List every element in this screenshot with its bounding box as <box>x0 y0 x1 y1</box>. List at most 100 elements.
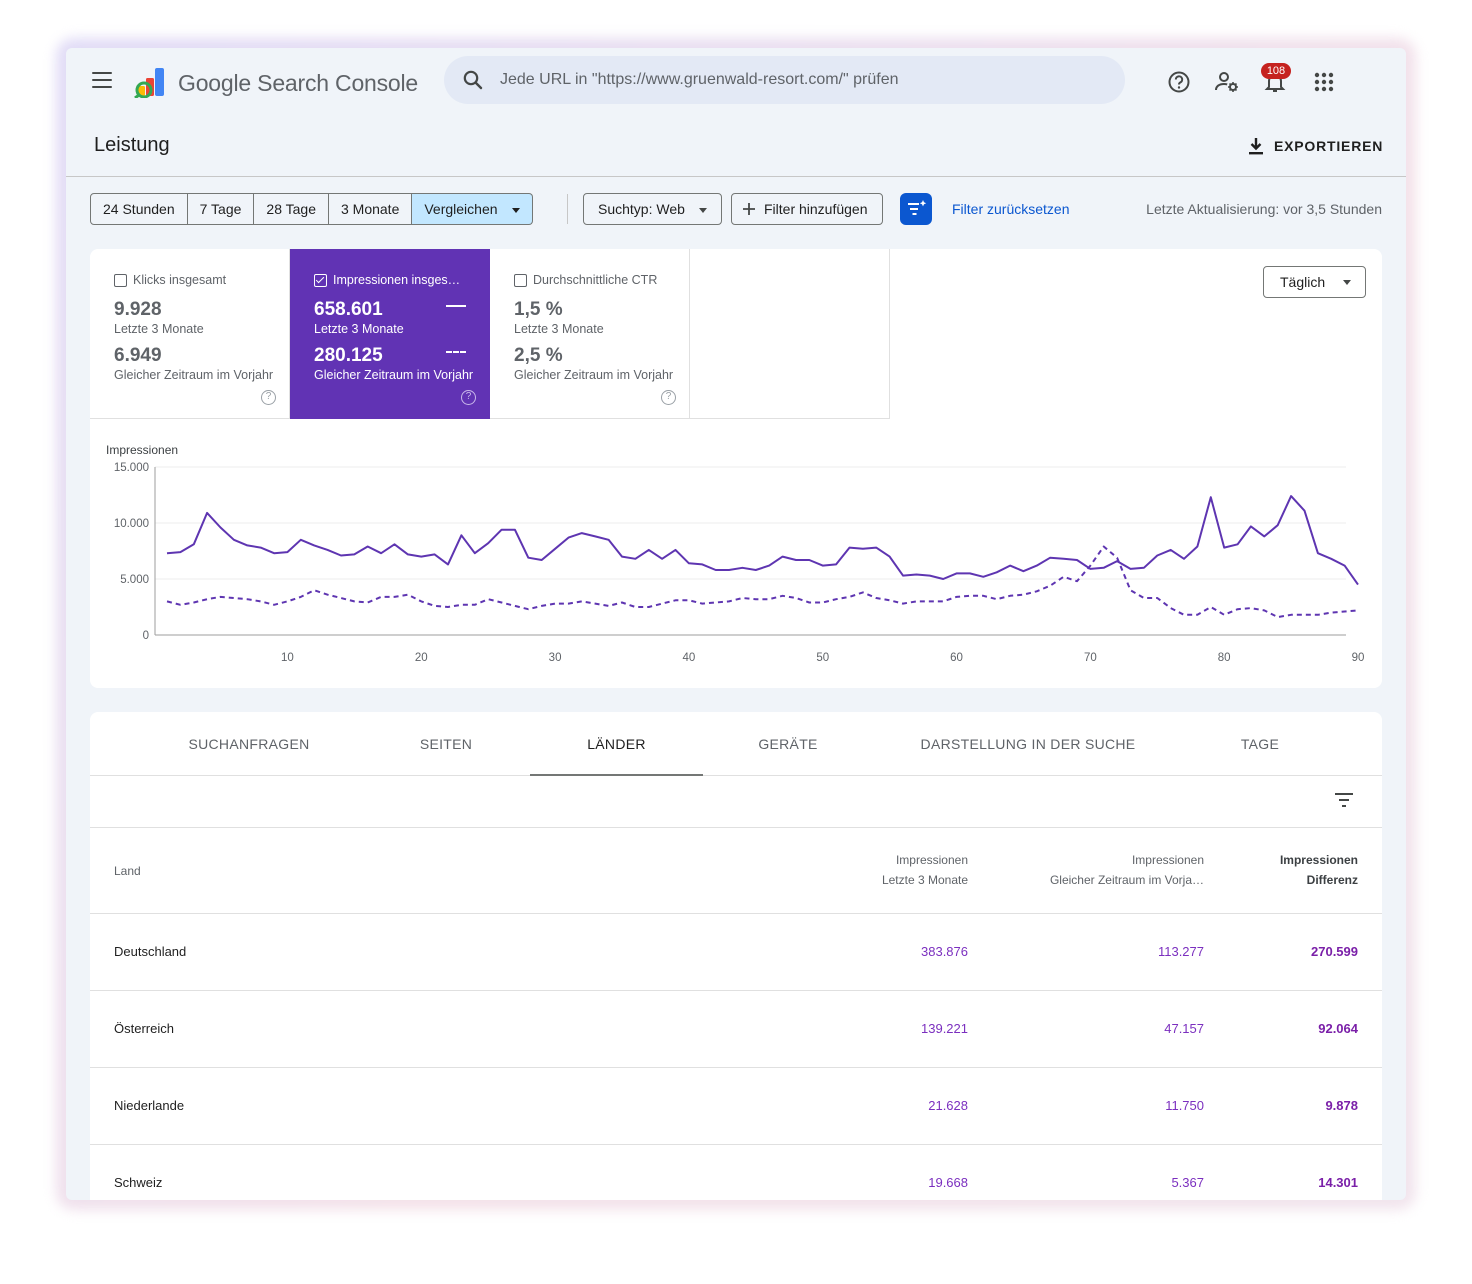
granularity-label: Täglich <box>1280 274 1326 290</box>
x-tick-label: 10 <box>281 652 294 664</box>
filter-rows-icon[interactable] <box>1334 792 1354 808</box>
compare-dropdown[interactable]: Vergleichen <box>412 193 533 225</box>
help-icon[interactable]: ? <box>261 390 276 405</box>
search-console-logo-icon <box>134 68 164 98</box>
difference-cell: 14.301 <box>1318 1175 1358 1190</box>
page-title: Leistung <box>94 134 170 156</box>
country-cell: Deutschland <box>114 944 187 959</box>
y-tick-label: 0 <box>143 630 149 642</box>
tab-laender[interactable]: LÄNDER <box>530 712 703 776</box>
help-icon[interactable] <box>1165 68 1193 96</box>
dashed-line-legend-icon <box>446 351 466 353</box>
filter-suggestions-button[interactable] <box>900 193 932 225</box>
difference-cell: 270.599 <box>1311 944 1358 959</box>
compare-label: Vergleichen <box>424 201 498 217</box>
difference-cell: 92.064 <box>1318 1021 1358 1036</box>
series-line-previous <box>166 545 1359 619</box>
metric-compare-period: Gleicher Zeitraum im Vorjahr <box>314 368 474 382</box>
filter-divider <box>567 194 568 224</box>
apps-icon[interactable] <box>1310 68 1338 96</box>
column-subtitle: Gleicher Zeitraum im Vorja… <box>1049 873 1204 887</box>
export-button[interactable]: EXPORTIEREN <box>1248 134 1383 158</box>
metric-label: Impressionen insges… <box>333 273 461 287</box>
date-range-selector: 24 Stunden 7 Tage 28 Tage 3 Monate Vergl… <box>90 193 533 225</box>
tab-darstellung[interactable]: DARSTELLUNG IN DER SUCHE <box>920 736 1136 752</box>
country-cell: Österreich <box>114 1021 174 1036</box>
metric-period: Letzte 3 Monate <box>314 322 404 336</box>
column-header-land[interactable]: Land <box>114 864 141 878</box>
metric-compare-period: Gleicher Zeitraum im Vorjahr <box>114 368 274 382</box>
checkbox-icon[interactable] <box>514 273 527 287</box>
column-title: Impressionen <box>1279 853 1358 867</box>
top-bar: Google Search Console 108 <box>66 48 1406 116</box>
table-row[interactable]: Schweiz 19.668 5.367 14.301 <box>90 1145 1382 1200</box>
metric-label: Durchschnittliche CTR <box>533 273 658 287</box>
caret-down-icon <box>1343 280 1351 285</box>
column-title: Impressionen <box>1131 853 1204 867</box>
current-impressions-cell: 21.628 <box>928 1098 968 1113</box>
column-header-difference[interactable]: Impressionen Differenz <box>1280 850 1358 890</box>
metric-value: 1,5 % <box>514 299 563 320</box>
metric-value: 658.601 <box>314 299 383 320</box>
tab-tage[interactable]: TAGE <box>1240 736 1280 752</box>
country-cell: Niederlande <box>114 1098 185 1113</box>
country-cell: Schweiz <box>114 1175 163 1190</box>
column-header-previous[interactable]: Impressionen Gleicher Zeitraum im Vorja… <box>1050 850 1204 890</box>
metric-period: Letzte 3 Monate <box>514 322 604 336</box>
table-row[interactable]: Österreich 139.221 47.157 92.064 <box>90 991 1382 1068</box>
help-icon[interactable]: ? <box>661 390 676 405</box>
x-tick-label: 30 <box>549 652 562 664</box>
url-inspection-search <box>444 56 1125 104</box>
tab-suchanfragen[interactable]: SUCHANFRAGEN <box>188 736 310 752</box>
reset-filters-link[interactable]: Filter zurücksetzen <box>952 201 1070 217</box>
header-divider <box>66 176 1406 177</box>
y-tick-label: 5.000 <box>120 574 149 586</box>
column-subtitle: Letzte 3 Monate <box>881 873 968 887</box>
performance-chart-card: Klicks insgesamt 9.928 Letzte 3 Monate 6… <box>90 249 1382 688</box>
search-icon[interactable] <box>462 69 484 91</box>
tab-geraete[interactable]: GERÄTE <box>758 736 818 752</box>
checkbox-icon[interactable] <box>114 273 127 287</box>
column-header-current[interactable]: Impressionen Letzte 3 Monate <box>882 850 968 890</box>
x-tick-label: 40 <box>683 652 696 664</box>
column-subtitle: Differenz <box>1306 873 1358 887</box>
metric-card-ctr[interactable]: Durchschnittliche CTR 1,5 % Letzte 3 Mon… <box>490 249 690 419</box>
impressions-line-chart: 0 5.000 10.000 15.000 10 20 30 40 50 60 70 80 90 <box>114 462 1365 664</box>
table-header: Land Impressionen Letzte 3 Monate Impress… <box>90 828 1382 914</box>
plus-icon <box>743 203 755 215</box>
url-inspection-input[interactable] <box>500 56 1100 104</box>
search-type-dropdown[interactable]: Suchtyp: Web <box>583 193 722 225</box>
series-line-current <box>166 495 1359 586</box>
caret-down-icon <box>698 207 707 213</box>
range-24h-button[interactable]: 24 Stunden <box>90 193 188 225</box>
metric-card-impressions[interactable]: Impressionen insges… 658.601 Letzte 3 Mo… <box>290 249 490 419</box>
checkbox-checked-icon[interactable] <box>314 273 327 287</box>
help-icon[interactable]: ? <box>461 390 476 405</box>
download-icon <box>1249 138 1263 155</box>
table-row[interactable]: Niederlande 21.628 11.750 9.878 <box>90 1068 1382 1145</box>
y-tick-label: 10.000 <box>114 518 149 530</box>
app-window: Google Search Console 108 Leistung EXPOR… <box>66 48 1406 1200</box>
export-label: EXPORTIEREN <box>1274 138 1384 154</box>
range-28d-button[interactable]: 28 Tage <box>254 193 329 225</box>
add-filter-button[interactable]: Filter hinzufügen <box>731 193 883 225</box>
current-impressions-cell: 383.876 <box>921 944 968 959</box>
table-row[interactable]: Deutschland 383.876 113.277 270.599 <box>90 914 1382 991</box>
granularity-dropdown[interactable]: Täglich <box>1263 266 1366 298</box>
column-title: Impressionen <box>895 853 968 867</box>
tab-seiten[interactable]: SEITEN <box>419 736 473 752</box>
last-update-text: Letzte Aktualisierung: vor 3,5 Stunden <box>1146 201 1382 217</box>
x-tick-label: 80 <box>1218 652 1231 664</box>
menu-icon[interactable] <box>92 72 112 88</box>
dimension-tabs: SUCHANFRAGEN SEITEN LÄNDER GERÄTE DARSTE… <box>90 712 1382 776</box>
add-filter-label: Filter hinzufügen <box>764 201 868 217</box>
metric-card-empty <box>690 249 890 419</box>
metric-compare-value: 6.949 <box>114 345 162 366</box>
manage-users-icon[interactable] <box>1213 68 1241 96</box>
metric-card-clicks[interactable]: Klicks insgesamt 9.928 Letzte 3 Monate 6… <box>90 249 290 419</box>
range-7d-button[interactable]: 7 Tage <box>187 193 255 225</box>
filter-sparkle-icon <box>908 200 927 215</box>
previous-impressions-cell: 113.277 <box>1157 944 1204 959</box>
range-3m-button[interactable]: 3 Monate <box>328 193 413 225</box>
current-impressions-cell: 19.668 <box>928 1175 968 1190</box>
